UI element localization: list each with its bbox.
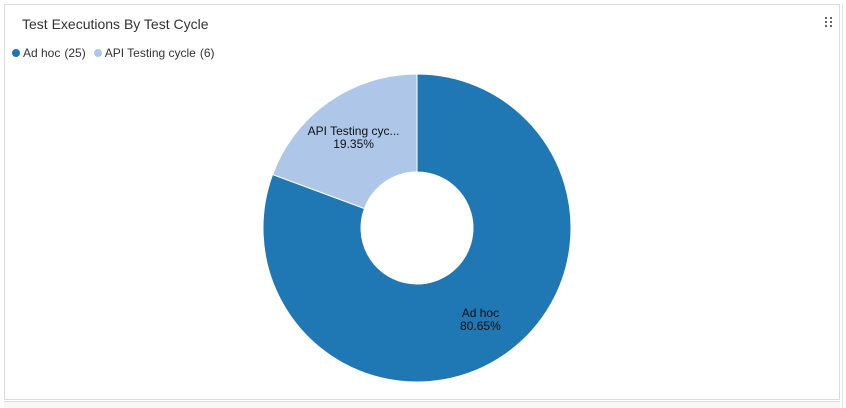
- drag-handle-icon[interactable]: [825, 17, 833, 27]
- next-widget-edge: [4, 401, 840, 408]
- widget-title: Test Executions By Test Cycle: [22, 16, 209, 32]
- donut-slice-api-testing-cycle[interactable]: [271, 73, 418, 210]
- legend-item-ad-hoc[interactable]: Ad hoc (25): [12, 46, 86, 60]
- legend-label: API Testing cycle: [104, 46, 196, 60]
- slice-name-label: API Testing cyc...: [308, 124, 400, 138]
- legend-count: (25): [64, 46, 86, 60]
- slice-name-label: Ad hoc: [462, 306, 499, 320]
- legend-item-api-testing-cycle[interactable]: API Testing cycle (6): [93, 46, 215, 60]
- legend-dot-icon: [12, 49, 20, 57]
- slice-percent-label: 80.65%: [460, 319, 501, 333]
- legend-label: Ad hoc: [23, 46, 61, 60]
- legend-count: (6): [199, 46, 215, 60]
- chart-legend: Ad hoc (25) API Testing cycle (6): [12, 45, 223, 61]
- donut-slice-ad-hoc[interactable]: [262, 73, 572, 383]
- slice-percent-label: 19.35%: [333, 137, 374, 151]
- legend-dot-icon: [93, 49, 102, 57]
- scroll-edge: [842, 4, 843, 408]
